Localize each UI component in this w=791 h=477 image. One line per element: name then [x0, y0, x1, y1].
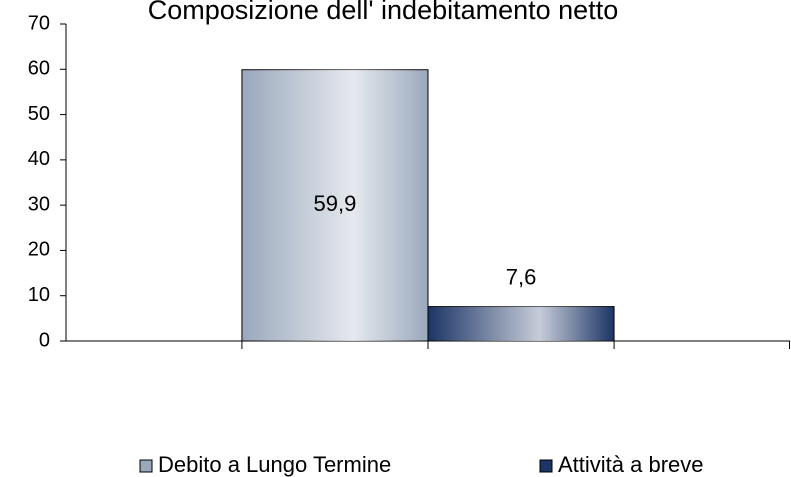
y-tick-label: 10 — [28, 284, 50, 306]
legend-swatch — [539, 459, 553, 473]
y-tick-label: 30 — [28, 193, 50, 215]
y-tick-label: 70 — [28, 12, 50, 34]
legend-swatch — [139, 459, 153, 473]
y-tick-label: 20 — [28, 239, 50, 261]
bar-shine — [428, 306, 615, 341]
y-tick-label: 0 — [39, 329, 50, 351]
data-label: 59,9 — [314, 191, 357, 216]
legend-label: Debito a Lungo Termine — [158, 452, 391, 477]
legend-label: Attività a breve — [558, 452, 704, 477]
data-label: 7,6 — [506, 264, 537, 289]
chart-title: Composizione dell' indebitamento netto — [148, 0, 618, 25]
y-tick-label: 50 — [28, 103, 50, 125]
y-tick-label: 60 — [28, 58, 50, 80]
bar-shine — [241, 69, 428, 341]
y-tick-label: 40 — [28, 148, 50, 170]
